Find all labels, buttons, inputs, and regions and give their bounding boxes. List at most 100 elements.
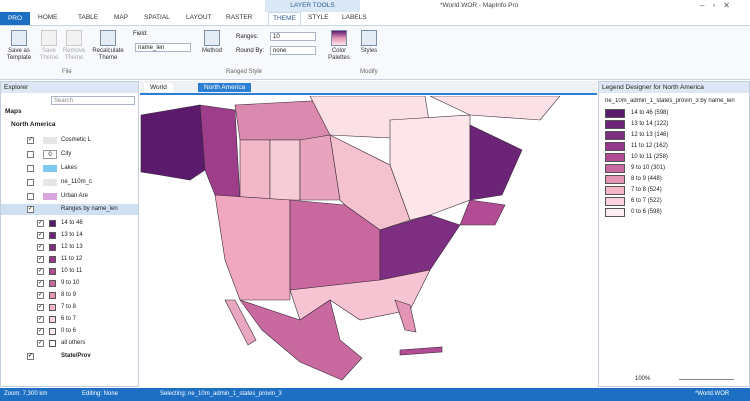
theme-name: Ranges by name_len <box>61 206 118 212</box>
region <box>429 96 561 121</box>
document-tab[interactable]: World <box>144 83 173 92</box>
range-checkbox[interactable]: ✓ <box>37 268 44 275</box>
range-swatch <box>49 316 56 323</box>
range-checkbox[interactable]: ✓ <box>37 316 44 323</box>
method-button[interactable]: Method <box>199 30 225 55</box>
layer-checkbox[interactable] <box>27 193 34 200</box>
range-label: 9 to 10 <box>61 280 80 286</box>
layer-checkbox[interactable] <box>27 165 34 172</box>
range-checkbox[interactable]: ✓ <box>37 340 44 347</box>
range-label: 14 to 46 <box>61 220 83 226</box>
theme-row[interactable]: ✓ Ranges by name_len <box>1 204 138 215</box>
range-label: 8 to 9 <box>61 292 77 298</box>
explorer-panel: Explorer Search Maps North America ✓ Cosm… <box>0 81 139 387</box>
layer-checkbox[interactable]: ✓ <box>27 137 34 144</box>
region <box>239 299 363 381</box>
legend-swatch <box>605 109 625 118</box>
ribbon-tab[interactable]: STYLE <box>308 14 329 21</box>
map-node[interactable]: North America <box>11 121 56 128</box>
range-checkbox[interactable]: ✓ <box>37 244 44 251</box>
range-swatch <box>49 232 56 239</box>
range-label: all others <box>61 340 86 346</box>
legend-label: 10 to 11 (258) <box>631 154 668 160</box>
legend-swatch <box>605 186 625 195</box>
layer-name: ne_110m_c <box>61 179 92 185</box>
legend-swatch <box>605 120 625 129</box>
status-editing[interactable]: Editing: None <box>82 391 119 397</box>
legend-swatch <box>605 153 625 162</box>
ranges-spinner[interactable]: 10 <box>270 32 316 41</box>
legend-label: 11 to 12 (162) <box>631 143 668 149</box>
range-swatch <box>49 292 56 299</box>
range-checkbox[interactable]: ✓ <box>37 232 44 239</box>
zoom-label: 100% <box>635 376 651 382</box>
layer-icon <box>43 193 57 200</box>
zoom-slider[interactable] <box>679 379 734 380</box>
label: Color Palettes <box>328 48 350 61</box>
ribbon-tab[interactable]: SPATIAL <box>144 14 170 21</box>
remove-theme-button[interactable]: Remove Theme <box>62 30 86 62</box>
region <box>399 346 443 356</box>
range-label: 7 to 8 <box>61 304 77 310</box>
legend-label: 13 to 14 (122) <box>631 121 669 127</box>
layer-icon <box>43 165 57 172</box>
ranges-label: Ranges: <box>236 34 259 40</box>
range-checkbox[interactable]: ✓ <box>37 304 44 311</box>
ribbon-tab[interactable]: HOME <box>38 14 58 21</box>
range-swatch <box>49 328 56 335</box>
legend-swatch <box>605 175 625 184</box>
ribbon-tab[interactable]: PRO <box>0 12 30 25</box>
legend-label: 12 to 13 (146) <box>631 132 669 138</box>
label: Styles <box>360 48 378 54</box>
document-tab[interactable]: North America <box>198 83 252 92</box>
layer-checkbox[interactable] <box>27 179 34 186</box>
layer-checkbox[interactable]: ✓ <box>27 353 34 360</box>
region <box>224 299 257 346</box>
range-checkbox[interactable]: ✓ <box>37 280 44 287</box>
region <box>459 199 506 226</box>
window-controls[interactable]: –▫✕ <box>700 1 738 10</box>
round-label: Round By: <box>236 48 265 54</box>
round-dropdown[interactable]: none <box>270 46 316 55</box>
legend-label: 7 to 8 (524) <box>631 187 662 193</box>
recalculate-button[interactable]: Recalculate Theme <box>90 30 126 62</box>
ribbon-tab[interactable]: LABELS <box>342 14 367 21</box>
layer-checkbox[interactable] <box>27 151 34 158</box>
legend-swatch <box>605 208 625 217</box>
range-label: 12 to 13 <box>61 244 83 250</box>
group-label: Ranged Style <box>226 69 263 75</box>
status-selecting[interactable]: Selecting: ne_10m_admin_1_states_provin_… <box>160 391 282 397</box>
styles-button[interactable]: Styles <box>358 30 380 55</box>
label: Recalculate Theme <box>92 48 124 61</box>
range-label: 0 to 6 <box>61 328 77 334</box>
field-dropdown[interactable]: name_len <box>135 43 191 52</box>
ribbon-tab[interactable]: RASTER <box>226 14 253 21</box>
range-swatch <box>49 340 56 347</box>
range-swatch <box>49 268 56 275</box>
theme-checkbox[interactable]: ✓ <box>27 206 34 213</box>
ribbon-tab[interactable]: MAP <box>114 14 129 21</box>
legend-swatch <box>605 197 625 206</box>
region <box>199 104 241 201</box>
ribbon-tab[interactable]: TABLE <box>78 14 99 21</box>
document-tabs: World North America <box>140 81 597 95</box>
label: Method <box>201 48 222 54</box>
ribbon-tab[interactable]: LAYOUT <box>186 14 212 21</box>
ribbon-tab[interactable]: THEME <box>268 12 301 25</box>
range-checkbox[interactable]: ✓ <box>37 328 44 335</box>
search-box[interactable]: Search <box>51 96 135 105</box>
region <box>379 214 461 281</box>
save-template-button[interactable]: Save as Template <box>4 30 34 62</box>
range-checkbox[interactable]: ✓ <box>37 256 44 263</box>
range-checkbox[interactable]: ✓ <box>37 220 44 227</box>
status-zoom[interactable]: Zoom: 7,300 km <box>4 391 48 397</box>
range-swatch <box>49 304 56 311</box>
range-checkbox[interactable]: ✓ <box>37 292 44 299</box>
palettes-button[interactable]: Color Palettes <box>324 30 354 62</box>
region <box>214 194 291 301</box>
save-theme-button[interactable]: Save Theme <box>38 30 60 62</box>
ribbon: Save as Template Save Theme Remove Theme… <box>0 26 750 80</box>
legend-swatch <box>605 142 625 151</box>
field-label: Field: <box>133 31 148 37</box>
city-badge: 0 <box>43 150 57 159</box>
